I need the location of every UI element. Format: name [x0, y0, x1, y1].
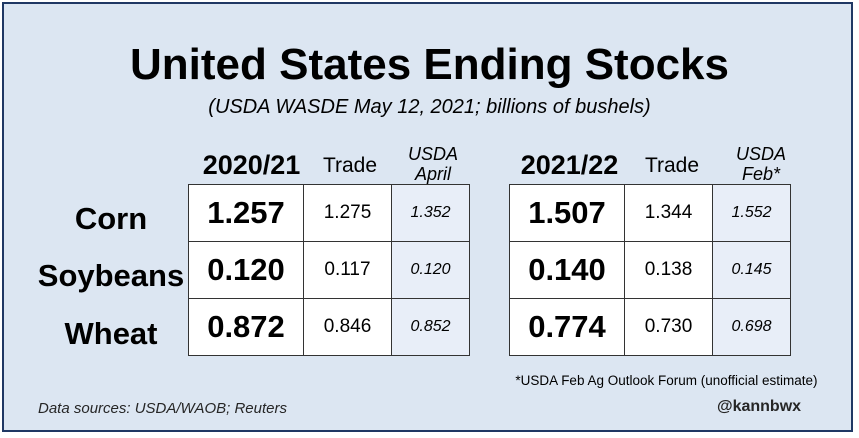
group2-trade-header: Trade — [644, 154, 700, 177]
chart-frame: United States Ending Stocks (USDA WASDE … — [2, 2, 853, 432]
group1-trade-header: Trade — [322, 154, 378, 177]
row-label-corn: Corn — [74, 201, 148, 236]
group2-usda-header: USDA Feb* — [722, 144, 800, 184]
cell-trade-value: 0.846 — [303, 298, 392, 356]
table-row: 0.120 0.117 0.120 — [188, 241, 470, 299]
author-handle: @kannbwx — [716, 398, 802, 415]
cell-trade-value: 0.730 — [624, 298, 713, 356]
row-label-soybeans: Soybeans — [37, 258, 185, 293]
cell-prior-value: 0.852 — [391, 298, 470, 356]
table-2021-22: 1.507 1.344 1.552 0.140 0.138 0.145 0.77… — [509, 184, 791, 356]
cell-prior-value: 1.552 — [712, 184, 791, 242]
table-row: 1.507 1.344 1.552 — [509, 184, 791, 242]
cell-usda-value: 0.140 — [509, 241, 625, 299]
row-label-wheat: Wheat — [64, 316, 158, 351]
table-2020-21: 1.257 1.275 1.352 0.120 0.117 0.120 0.87… — [188, 184, 470, 356]
chart-subtitle: (USDA WASDE May 12, 2021; billions of bu… — [208, 96, 651, 118]
cell-usda-value: 1.507 — [509, 184, 625, 242]
cell-prior-value: 1.352 — [391, 184, 470, 242]
group1-usda-header-line2: April — [414, 164, 451, 184]
cell-usda-value: 1.257 — [188, 184, 304, 242]
footnote: *USDA Feb Ag Outlook Forum (unofficial e… — [515, 373, 818, 388]
cell-trade-value: 1.344 — [624, 184, 713, 242]
cell-trade-value: 1.275 — [303, 184, 392, 242]
cell-usda-value: 0.120 — [188, 241, 304, 299]
cell-prior-value: 0.120 — [391, 241, 470, 299]
group2-year-header: 2021/22 — [520, 150, 619, 180]
group1-year-header: 2020/21 — [202, 150, 301, 180]
group1-usda-header: USDA April — [394, 144, 472, 184]
table-row: 1.257 1.275 1.352 — [188, 184, 470, 242]
group2-usda-header-line2: Feb* — [741, 164, 781, 184]
data-sources: Data sources: USDA/WAOB; Reuters — [38, 400, 287, 417]
cell-usda-value: 0.774 — [509, 298, 625, 356]
group1-usda-header-line1: USDA — [407, 144, 458, 164]
cell-trade-value: 0.138 — [624, 241, 713, 299]
group2-usda-header-line1: USDA — [735, 144, 786, 164]
cell-prior-value: 0.145 — [712, 241, 791, 299]
table-row: 0.140 0.138 0.145 — [509, 241, 791, 299]
cell-usda-value: 0.872 — [188, 298, 304, 356]
chart-title: United States Ending Stocks — [130, 40, 729, 89]
cell-prior-value: 0.698 — [712, 298, 791, 356]
table-row: 0.872 0.846 0.852 — [188, 298, 470, 356]
table-row: 0.774 0.730 0.698 — [509, 298, 791, 356]
cell-trade-value: 0.117 — [303, 241, 392, 299]
